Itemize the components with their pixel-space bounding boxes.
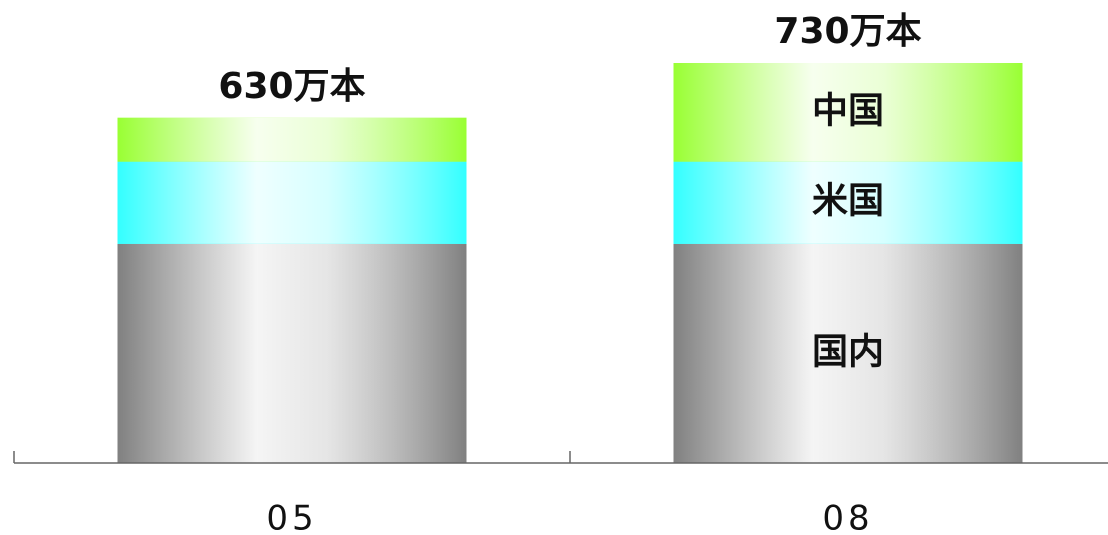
segment-label: 米国 bbox=[812, 181, 884, 222]
x-tick-label: 05 bbox=[266, 499, 317, 535]
bar-segment bbox=[117, 161, 467, 244]
total-label: 730万本 bbox=[774, 11, 921, 52]
bar-segment bbox=[673, 243, 1023, 463]
bar-segment bbox=[117, 243, 467, 463]
x-tick-label: 08 bbox=[822, 499, 873, 535]
segment-label: 国内 bbox=[812, 331, 884, 372]
bar-segment bbox=[673, 161, 1023, 244]
total-label: 630万本 bbox=[218, 66, 365, 107]
segment-label: 中国 bbox=[812, 90, 884, 131]
bar-segment bbox=[673, 63, 1023, 162]
bar-segment bbox=[117, 117, 467, 162]
